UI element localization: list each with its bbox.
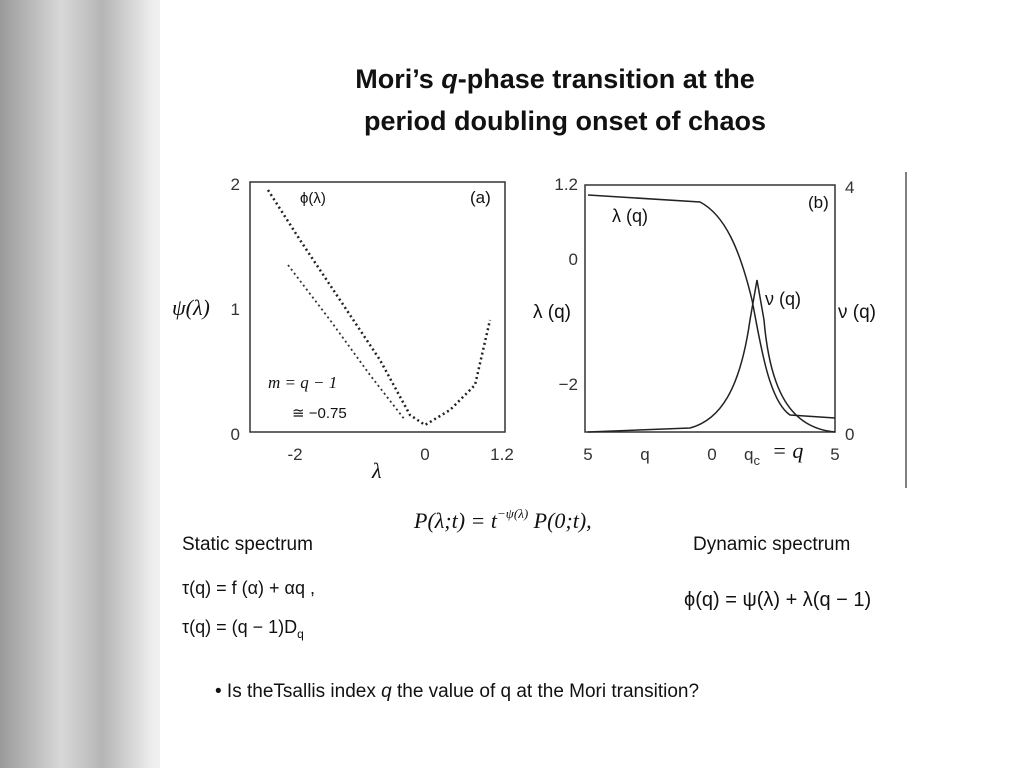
title-q: q: [441, 64, 458, 94]
curve: [587, 279, 836, 433]
curve-label: ϕ(λ): [300, 190, 326, 207]
panel-tag: (a): [470, 188, 491, 207]
eq-text: P(0;t),: [528, 508, 592, 533]
tick-label: −2: [559, 375, 578, 394]
tick-label: 5: [583, 445, 592, 464]
tick-label: -2: [287, 445, 302, 464]
tick-label: 1.2: [490, 445, 514, 464]
axis-label: λ (q): [533, 302, 571, 323]
tick-text: q: [744, 445, 753, 464]
eq-sup: −ψ(λ): [497, 506, 528, 521]
title-text: -phase transition at the: [458, 64, 755, 94]
tick-label: 0: [420, 445, 429, 464]
title-text: Mori’s: [355, 64, 441, 94]
tick-label: q: [640, 445, 649, 464]
tick-label: 0: [707, 445, 716, 464]
annotation: = q: [772, 438, 803, 463]
equation: ϕ(q) = ψ(λ) + λ(q − 1): [684, 589, 871, 611]
eq-sub: q: [297, 627, 304, 641]
panel-b: 1.2 0 −2 4 0 5 q 0 qc = q 5 λ (q) ν (q) …: [533, 172, 907, 488]
tick-label: 0: [231, 425, 240, 444]
panel-tag: (b): [808, 193, 829, 212]
bullet-text: • Is theTsallis index: [215, 681, 381, 702]
axis-label: λ: [371, 458, 382, 483]
section-label: Dynamic spectrum: [693, 534, 850, 555]
curve-label: ν (q): [765, 289, 801, 309]
content-area: [160, 0, 1024, 768]
axis-label: ν (q): [838, 302, 876, 323]
annotation: m = q − 1: [268, 373, 337, 392]
title-line: Mori’s q-phase transition at the: [355, 64, 755, 94]
eq-text: P(λ;t) = t: [413, 508, 498, 533]
tick-label: 4: [845, 178, 854, 197]
curve: [587, 194, 836, 419]
bullet-text: the value of q at the Mori transition?: [392, 681, 699, 702]
tick-label: 0: [569, 250, 578, 269]
bullet-q: q: [381, 681, 392, 702]
tick-label: qc: [744, 445, 760, 468]
frame: [249, 181, 506, 433]
tick-label: 5: [830, 445, 839, 464]
equation: τ(q) = (q − 1)Dq: [182, 617, 304, 641]
bullet: • Is theTsallis index q the value of q a…: [215, 681, 699, 702]
equation: τ(q) = f (α) + αq ,: [182, 578, 315, 598]
curve: [266, 189, 492, 427]
axis-label: ψ(λ): [172, 295, 210, 320]
equation: P(λ;t) = t−ψ(λ) P(0;t),: [413, 506, 592, 533]
title-line: period doubling onset of chaos: [364, 106, 766, 136]
frame: [584, 184, 836, 433]
tick-label: 1.2: [554, 175, 578, 194]
tick-sub: c: [753, 453, 760, 468]
tick-label: 1: [231, 300, 240, 319]
tick-label: 2: [231, 175, 240, 194]
section-label: Static spectrum: [182, 534, 313, 555]
panel-a: 2 1 0 -2 0 1.2 ϕ(λ) (a) ψ(λ) λ m = q − 1…: [172, 175, 514, 483]
curve: [287, 264, 406, 421]
curve-label: λ (q): [612, 206, 648, 226]
eq-text: τ(q) = (q − 1)D: [182, 617, 297, 637]
tick-label: 0: [845, 425, 854, 444]
annotation: ≅ −0.75: [292, 405, 347, 422]
